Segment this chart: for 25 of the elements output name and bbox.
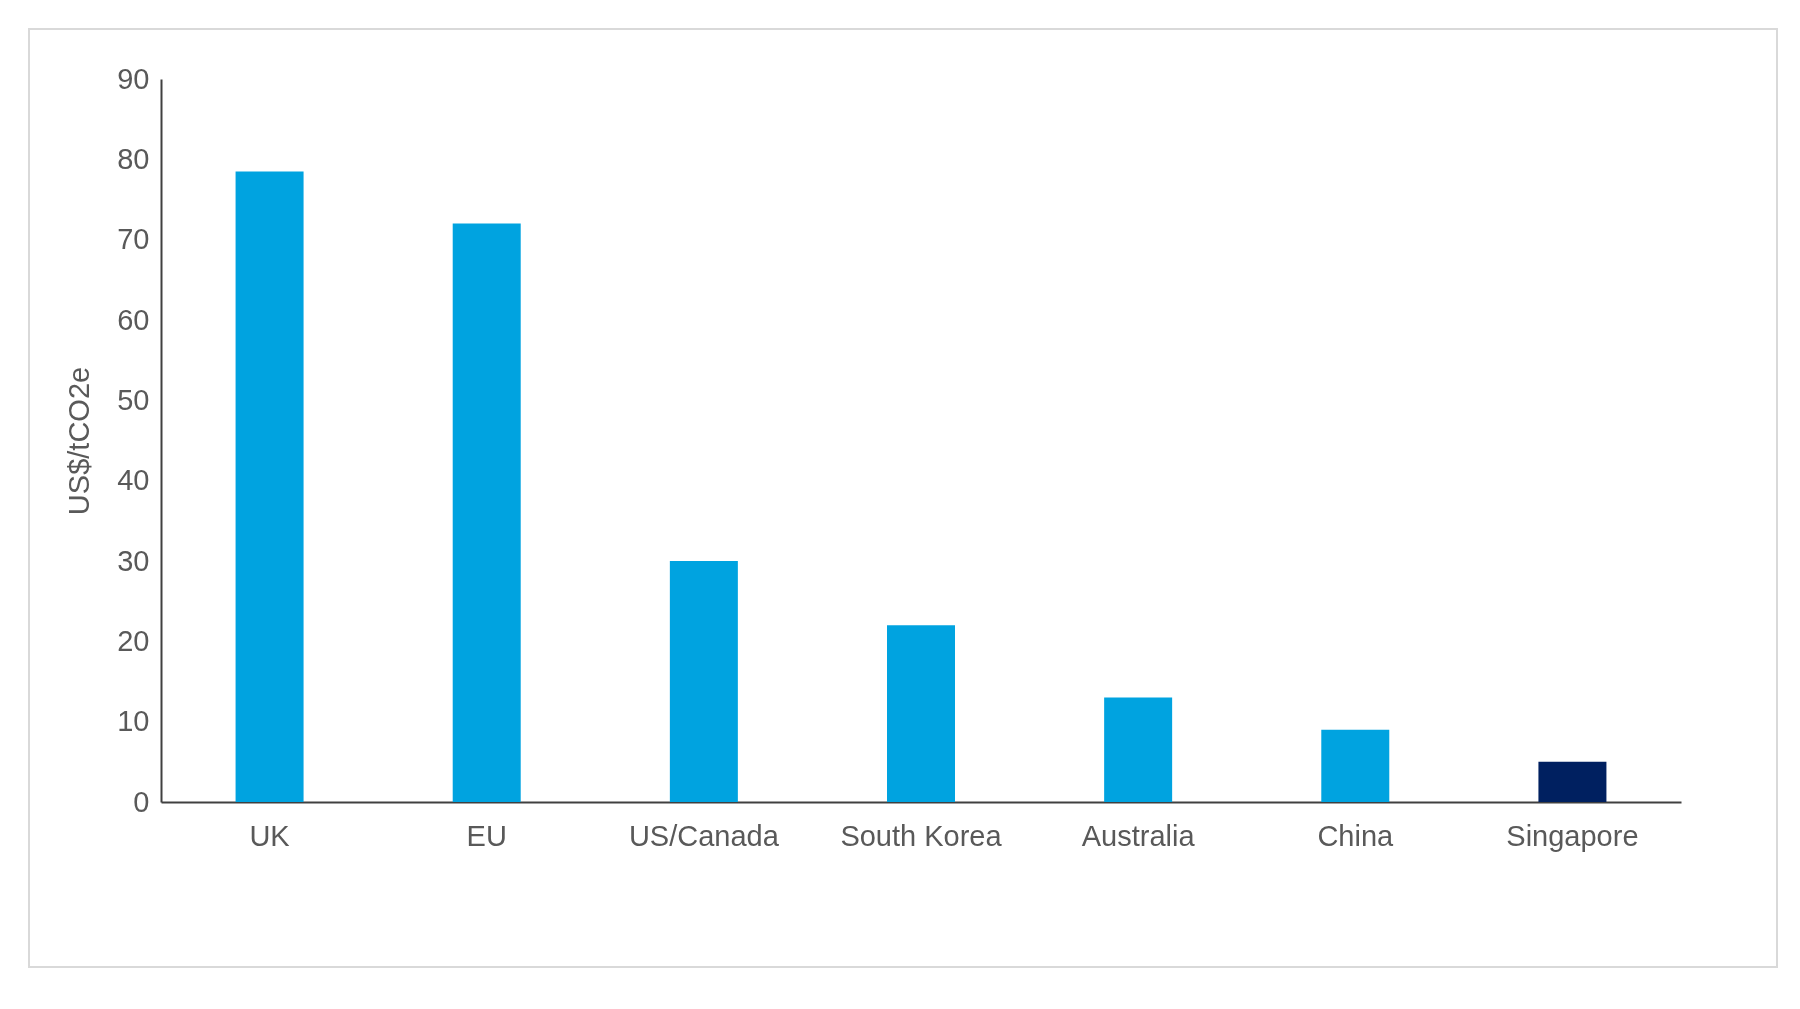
x-tick-label: UK [249, 819, 291, 852]
y-axis-title: US$/tCO2e [63, 366, 96, 516]
y-tick-label: 70 [117, 223, 150, 256]
bar [1538, 761, 1607, 802]
y-tick-label: 60 [117, 303, 150, 336]
x-tick-label: South Korea [840, 819, 1003, 852]
y-tick-label: 50 [117, 383, 150, 416]
y-tick-label: 80 [117, 142, 150, 175]
x-tick-label: US/Canada [628, 819, 780, 852]
bar [452, 223, 521, 802]
y-tick-label: 90 [117, 62, 150, 95]
y-tick-label: 20 [117, 624, 150, 657]
y-tick-label: 30 [117, 544, 150, 577]
y-tick-label: 40 [117, 464, 150, 497]
x-tick-label: China [1317, 819, 1395, 852]
x-tick-label: Singapore [1506, 819, 1639, 852]
y-tick-label: 0 [133, 785, 150, 818]
bar [1321, 729, 1390, 802]
x-tick-label: Australia [1081, 819, 1196, 852]
x-tick-label: EU [466, 819, 507, 852]
y-tick-label: 10 [117, 705, 150, 738]
bar [235, 171, 304, 802]
bar [669, 561, 738, 802]
bar [1104, 697, 1173, 802]
bar [887, 625, 955, 802]
